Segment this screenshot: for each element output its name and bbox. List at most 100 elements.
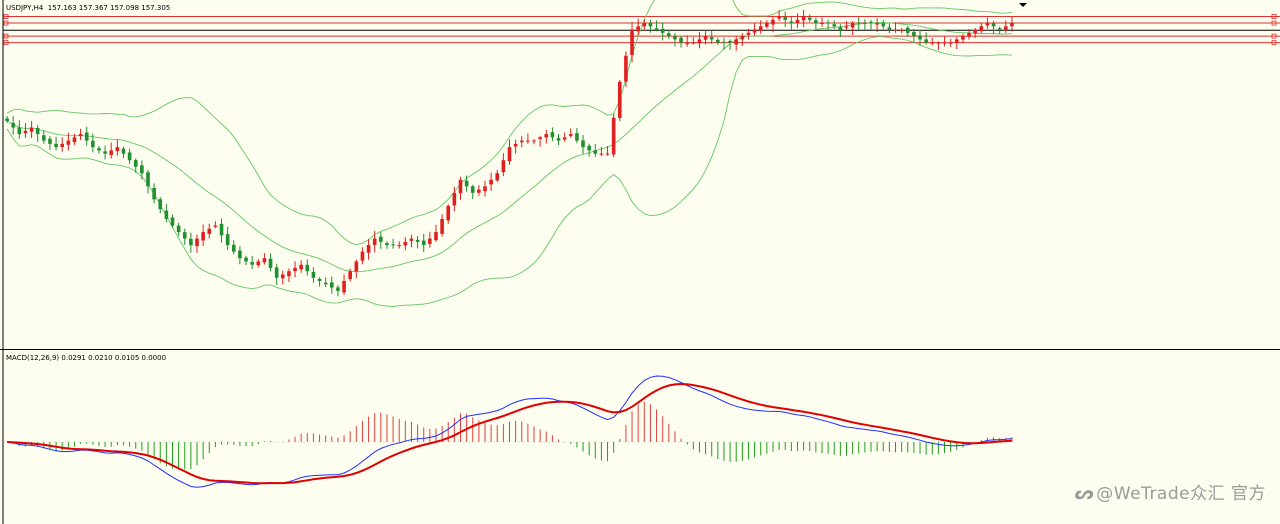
bear-candle — [54, 136, 58, 151]
candle-body — [599, 153, 604, 155]
bull-candle — [366, 238, 371, 260]
bear-candle — [35, 125, 40, 142]
candle-body — [630, 29, 634, 56]
candle-body — [421, 240, 426, 246]
candle-body — [856, 22, 861, 24]
level-anchor — [1271, 14, 1277, 19]
bull-candle — [942, 36, 947, 47]
candle-body — [814, 20, 818, 24]
candle-body — [201, 232, 205, 241]
candle-body — [942, 42, 947, 44]
bear-candle — [924, 32, 928, 45]
candle-body — [78, 134, 83, 137]
bull-candle — [599, 147, 604, 156]
candle-body — [403, 241, 408, 246]
bear-candle — [305, 259, 310, 276]
bear-candle — [5, 115, 9, 123]
bull-candle — [954, 37, 959, 50]
candle-body — [238, 250, 242, 259]
bull-candle — [293, 261, 297, 278]
candle-body — [593, 150, 598, 154]
price-chart-pane[interactable] — [0, 0, 1280, 350]
bear-candle — [323, 277, 328, 288]
candle-body — [771, 19, 775, 25]
bull-candle — [23, 123, 28, 138]
bull-candle — [372, 230, 377, 253]
bull-candle — [850, 20, 855, 36]
bull-candle — [973, 28, 977, 39]
bull-candle — [477, 185, 481, 196]
bull-candle — [642, 19, 647, 31]
bear-candle — [575, 128, 579, 144]
bear-candle — [464, 175, 469, 192]
bear-candle — [654, 20, 659, 32]
candle-body — [758, 26, 763, 32]
bear-candle — [856, 17, 861, 31]
candle-body — [991, 23, 996, 27]
candle-body — [366, 245, 371, 253]
bear-candle — [146, 169, 150, 194]
bull-candle — [985, 17, 990, 29]
bull-candle — [513, 139, 518, 154]
bear-candle — [581, 135, 585, 154]
bull-candle — [354, 259, 359, 279]
candle-body — [869, 21, 873, 24]
candle-body — [660, 28, 665, 33]
bear-candle — [231, 240, 236, 255]
bull-candle — [1010, 16, 1014, 32]
watermark-logo-icon: ᔕ — [1074, 484, 1095, 504]
candle-body — [568, 134, 573, 136]
candle-body — [550, 132, 555, 138]
candle-body — [372, 238, 377, 245]
bear-candle — [268, 253, 273, 272]
bull-candle — [434, 224, 438, 242]
candle-body — [189, 238, 193, 246]
macd-header: MACD(12,26,9) 0.0291 0.0210 0.0105 0.000… — [6, 354, 167, 362]
candle-body — [967, 32, 971, 37]
bollinger-lower-band — [6, 36, 1012, 307]
bull-candle — [195, 234, 199, 253]
candle-body — [164, 210, 169, 219]
bull-candle — [820, 17, 824, 27]
bear-candle — [887, 23, 892, 34]
level-anchor — [3, 14, 9, 19]
level-anchor — [1271, 40, 1277, 46]
bull-candle — [440, 214, 444, 237]
candle-body — [795, 19, 800, 23]
candle-body — [489, 179, 493, 185]
candle-body — [91, 140, 95, 148]
bull-candle — [256, 259, 261, 268]
candle-body — [440, 218, 444, 234]
candle-body — [912, 31, 916, 37]
bear-candle — [84, 126, 89, 146]
candle-body — [483, 186, 487, 192]
candle-body — [716, 39, 720, 43]
bull-candle — [611, 113, 616, 158]
bull-candle — [213, 221, 218, 229]
bear-candle — [385, 241, 389, 249]
candle-body — [262, 258, 267, 263]
candle-body — [562, 137, 567, 140]
bull-candle — [207, 223, 212, 239]
bull-candle — [397, 241, 402, 249]
bull-candle — [630, 21, 634, 63]
candle-body — [673, 36, 677, 40]
bear-candle — [826, 19, 830, 31]
candle-body — [850, 23, 855, 28]
candle-body — [213, 225, 218, 227]
bull-candle — [617, 79, 622, 122]
candle-body — [60, 143, 65, 148]
bull-candle — [201, 224, 205, 246]
candle-body — [207, 228, 212, 234]
bull-candle — [519, 136, 524, 148]
bull-candle — [538, 135, 542, 147]
bull-candle — [844, 20, 849, 30]
candle-body — [746, 32, 751, 35]
bull-candle — [507, 139, 512, 165]
candle-body — [360, 251, 365, 261]
bull-candle — [458, 176, 463, 200]
candle-body — [415, 239, 420, 242]
bear-candle — [728, 39, 732, 50]
candle-body — [182, 232, 187, 239]
macd-pane[interactable] — [0, 350, 1280, 524]
